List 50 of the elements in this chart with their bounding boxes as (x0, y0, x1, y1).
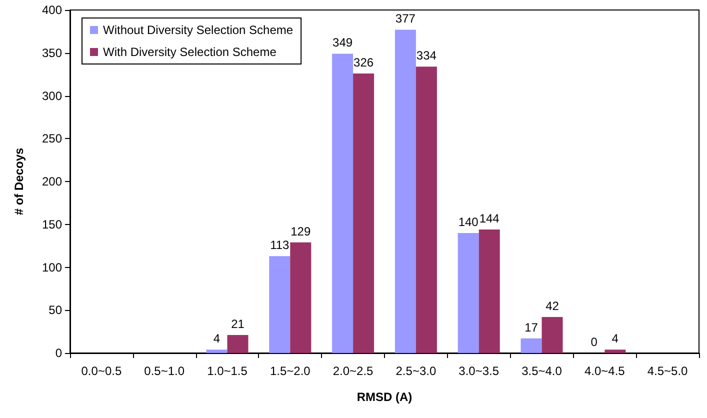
bar (604, 350, 626, 353)
bar (520, 338, 542, 353)
bar (478, 230, 500, 353)
x-tick-label: 0.0~0.5 (81, 364, 122, 378)
data-label: 334 (416, 48, 437, 63)
data-label: 17 (524, 320, 538, 334)
bar (416, 66, 437, 353)
y-tick-label: 250 (42, 132, 62, 146)
x-tick-label: 2.0~2.5 (332, 364, 374, 378)
legend-label: Without Diversity Selection Scheme (103, 23, 294, 37)
x-tick-label: 1.5~2.0 (270, 364, 311, 378)
x-tick-label: 1.0~1.5 (207, 364, 248, 378)
data-label: 0 (590, 335, 598, 349)
x-tick-label: 0.5~1.0 (144, 364, 185, 378)
data-label: 4 (612, 332, 619, 346)
x-tick-label: 2.5~3.0 (396, 364, 436, 378)
y-tick-label: 300 (42, 88, 62, 103)
bar (290, 242, 312, 353)
bar (458, 232, 479, 353)
data-label: 113 (270, 238, 290, 252)
y-tick-label: 0 (55, 346, 62, 360)
x-tick-label: 3.5~4.0 (522, 364, 562, 378)
bar (542, 316, 563, 353)
data-label: 349 (332, 36, 353, 50)
data-label: 4 (213, 332, 220, 346)
y-tick-label: 100 (42, 260, 62, 274)
bar (353, 73, 374, 353)
data-label: 140 (458, 214, 479, 229)
x-tick-label: 4.0~4.5 (584, 364, 626, 378)
data-label: 129 (290, 224, 311, 238)
legend-label: With Diversity Selection Scheme (103, 45, 277, 59)
y-tick-label: 400 (42, 3, 62, 17)
bar (394, 30, 416, 353)
bar (227, 334, 248, 353)
data-label: 326 (354, 55, 374, 70)
y-tick-label: 50 (48, 303, 62, 318)
data-label: 21 (231, 316, 245, 331)
y-tick-label: 150 (42, 217, 62, 232)
x-axis-title: RMSD (A) (356, 390, 412, 404)
x-tick-label: 4.5~5.0 (647, 364, 688, 378)
y-axis-title: # of Decoys (12, 147, 26, 216)
x-tick-label: 3.0~3.5 (458, 364, 500, 378)
data-label: 377 (395, 12, 416, 26)
bar (332, 54, 354, 353)
data-label: 42 (546, 298, 560, 313)
y-tick-label: 200 (42, 174, 62, 188)
data-label: 144 (479, 212, 500, 226)
bar (269, 256, 290, 353)
y-tick-label: 350 (42, 46, 62, 60)
bar (206, 350, 228, 353)
